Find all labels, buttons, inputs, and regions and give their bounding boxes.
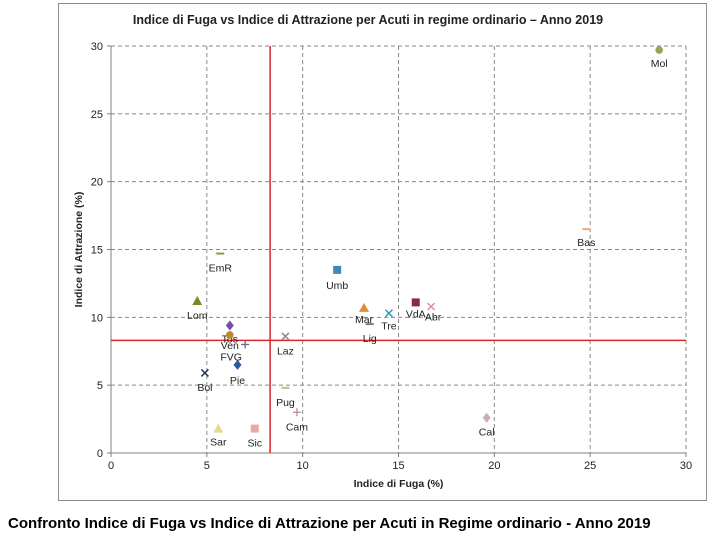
point-laz: Laz bbox=[277, 332, 294, 357]
marker-square bbox=[250, 424, 259, 433]
marker-x bbox=[384, 309, 393, 318]
point-vda: VdA bbox=[406, 298, 426, 320]
marker-diamond bbox=[233, 359, 242, 370]
point-mar: Mar bbox=[355, 302, 374, 326]
scatter-chart: Indice di Fuga vs Indice di Attrazione p… bbox=[73, 13, 692, 490]
point-label: Pug bbox=[276, 397, 295, 409]
point-lom: Lom bbox=[187, 296, 208, 322]
y-tick-label: 5 bbox=[97, 380, 103, 392]
point-ven: Ven bbox=[221, 331, 239, 352]
chart-title: Indice di Fuga vs Indice di Attrazione p… bbox=[133, 13, 603, 27]
grid bbox=[111, 45, 687, 453]
marker-triangle bbox=[359, 302, 369, 312]
marker-circle bbox=[226, 331, 234, 339]
reference-lines bbox=[111, 46, 686, 453]
x-tick-label: 25 bbox=[584, 460, 596, 472]
point-label: Laz bbox=[277, 345, 294, 357]
point-lig: Lig bbox=[363, 323, 377, 345]
point-tre: Tre bbox=[381, 309, 397, 332]
point-label: Umb bbox=[326, 280, 348, 292]
point-label: Pie bbox=[230, 375, 245, 387]
marker-square bbox=[411, 298, 420, 307]
point-label: Sar bbox=[210, 437, 227, 449]
marker-diamond bbox=[225, 320, 234, 331]
point-abr: Abr bbox=[425, 302, 442, 323]
point-label: EmR bbox=[209, 263, 233, 275]
y-axis-label: Indice di Attrazione (%) bbox=[73, 192, 85, 308]
y-tick-label: 25 bbox=[91, 109, 103, 121]
x-tick-label: 30 bbox=[680, 460, 692, 472]
point-label: Tos bbox=[222, 333, 238, 345]
point-label: Mar bbox=[355, 314, 374, 326]
marker-circle bbox=[655, 46, 663, 54]
point-cam: Cam bbox=[286, 408, 308, 433]
y-tick-label: 0 bbox=[97, 448, 103, 460]
point-tos: Tos bbox=[222, 320, 238, 345]
x-tick-label: 0 bbox=[108, 460, 114, 472]
point-emr: EmR bbox=[209, 252, 233, 275]
x-tick-label: 10 bbox=[297, 460, 309, 472]
point-label: Sic bbox=[247, 438, 262, 450]
point-label: Cal bbox=[479, 427, 495, 439]
point-sic: Sic bbox=[247, 424, 262, 450]
marker-x bbox=[281, 332, 290, 341]
point-label: Bol bbox=[197, 382, 212, 394]
point-label: Tre bbox=[381, 320, 397, 332]
point-umb: Umb bbox=[326, 265, 348, 292]
x-axis-label: Indice di Fuga (%) bbox=[354, 478, 444, 490]
point-fvg: FVG bbox=[220, 340, 250, 363]
point-label: VdA bbox=[406, 308, 426, 320]
x-tick-label: 5 bbox=[204, 460, 210, 472]
y-tick-label: 30 bbox=[91, 41, 103, 53]
point-label: FVG bbox=[220, 351, 242, 363]
marker-square bbox=[333, 265, 342, 274]
y-tick-label: 10 bbox=[91, 312, 103, 324]
point-label: Bas bbox=[577, 237, 595, 249]
marker-x bbox=[200, 368, 209, 377]
point-pug: Pug bbox=[276, 386, 295, 409]
point-sar: Sar bbox=[210, 423, 227, 449]
point-label: Cam bbox=[286, 421, 308, 433]
point-cal: Cal bbox=[479, 412, 495, 439]
point-label: Mol bbox=[651, 58, 668, 70]
figure-caption: Confronto Indice di Fuga vs Indice di At… bbox=[8, 515, 651, 532]
marker-triangle bbox=[213, 423, 224, 433]
point-label: Abr bbox=[425, 311, 442, 323]
ticks: 0 5 10 15 20 25 30 0 5 10 15 20 25 30 bbox=[91, 41, 692, 472]
point-bas: Bas bbox=[577, 228, 595, 249]
chart-frame bbox=[58, 3, 707, 501]
marker-diamond bbox=[482, 412, 491, 423]
point-label: Lom bbox=[187, 310, 208, 322]
point-bol: Bol bbox=[197, 368, 213, 394]
marker-x bbox=[427, 302, 436, 311]
y-tick-label: 20 bbox=[91, 177, 103, 189]
point-pie: Pie bbox=[230, 359, 245, 387]
marker-triangle bbox=[192, 296, 203, 306]
x-tick-label: 20 bbox=[488, 460, 500, 472]
point-mol: Mol bbox=[651, 46, 668, 70]
point-label: Lig bbox=[363, 333, 377, 345]
point-label: Ven bbox=[221, 340, 239, 352]
x-tick-label: 15 bbox=[392, 460, 404, 472]
y-tick-label: 15 bbox=[91, 245, 103, 257]
